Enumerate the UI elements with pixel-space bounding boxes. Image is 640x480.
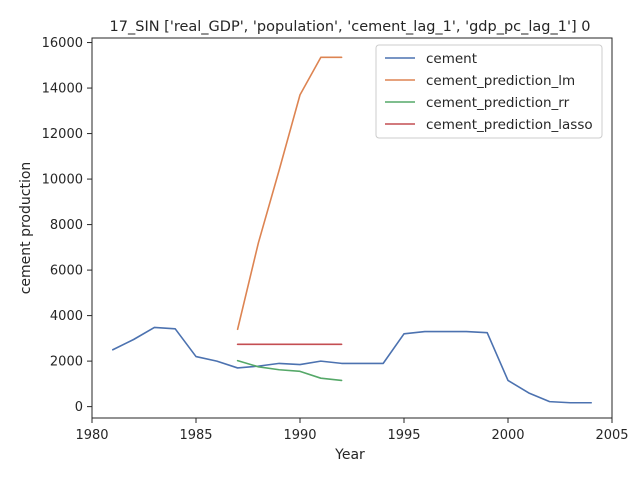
legend-label: cement_prediction_lasso <box>426 117 593 133</box>
x-axis-label: Year <box>334 447 365 463</box>
x-tick-label: 1995 <box>387 428 420 443</box>
y-tick-label: 2000 <box>50 355 83 370</box>
x-tick-label: 1980 <box>75 428 108 443</box>
legend: cement cement_prediction_lm cement_predict… <box>375 44 603 139</box>
y-tick-label: 14000 <box>42 82 83 97</box>
y-tick-label: 0 <box>75 400 83 415</box>
y-tick-label: 12000 <box>42 127 83 142</box>
y-tick-label: 8000 <box>50 218 83 233</box>
y-axis: 0 2000 4000 6000 8000 10000 12000 14000 16000 <box>42 36 92 415</box>
chart-title: 17_SIN ['real_GDP', 'population', 'cemen… <box>110 19 591 35</box>
legend-label: cement_prediction_rr <box>426 95 570 111</box>
x-tick-label: 2000 <box>491 428 524 443</box>
series-line-cement <box>112 326 593 404</box>
x-tick-label: 1990 <box>283 428 316 443</box>
x-tick-label: 2005 <box>595 428 628 443</box>
y-axis-label: cement production <box>18 162 34 295</box>
x-axis: 1980 1985 1990 1995 2000 2005 <box>75 418 629 443</box>
legend-label: cement <box>426 51 477 67</box>
y-tick-label: 10000 <box>42 173 83 188</box>
y-tick-label: 6000 <box>50 264 83 279</box>
x-tick-label: 1985 <box>179 428 212 443</box>
y-tick-label: 16000 <box>42 36 83 51</box>
y-tick-label: 4000 <box>50 309 83 324</box>
series-line-cement-prediction-lm <box>236 56 343 331</box>
legend-box <box>375 44 603 139</box>
series-line-cement-prediction-rr <box>236 359 343 382</box>
legend-label: cement_prediction_lm <box>426 73 575 89</box>
plot-frame <box>91 37 613 419</box>
plot-area <box>112 56 593 404</box>
